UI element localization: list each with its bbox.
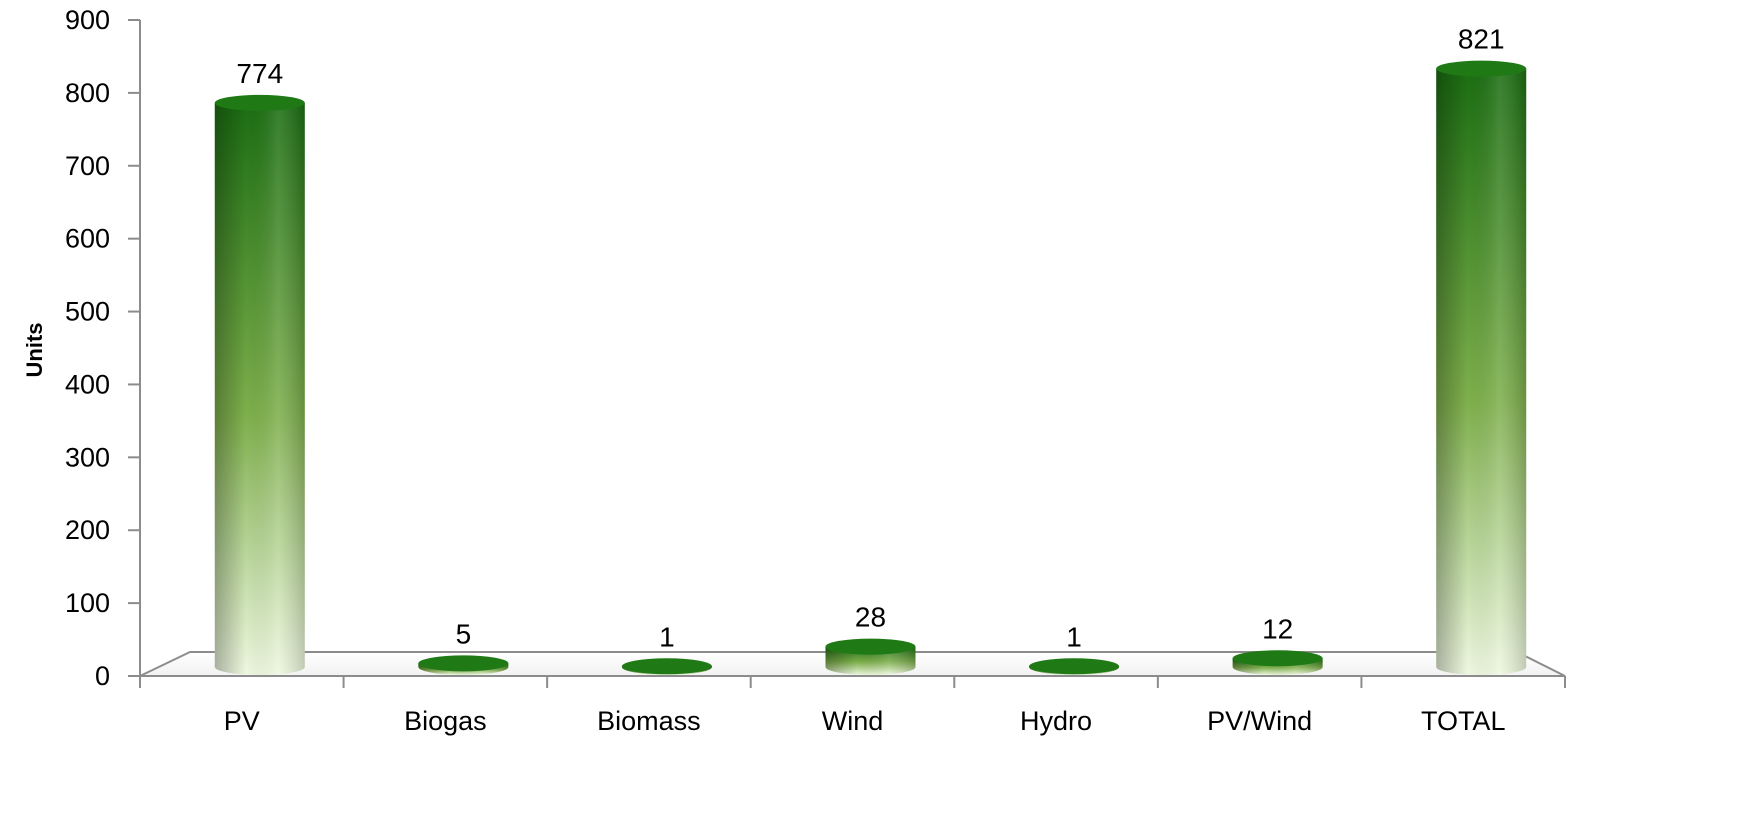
data-label: 5 [456, 618, 472, 649]
bar-shading [1436, 68, 1527, 676]
y-axis-title: Units [22, 323, 47, 378]
x-tick-label: PV [224, 706, 260, 736]
y-tick-label: 600 [65, 224, 110, 254]
x-tick-label: TOTAL [1421, 706, 1506, 736]
bar-biogas [418, 655, 509, 675]
bar-top [1232, 650, 1323, 667]
y-tick-label: 700 [65, 151, 110, 181]
y-tick-label: 300 [65, 442, 110, 472]
y-tick-label: 800 [65, 78, 110, 108]
data-label: 774 [236, 58, 283, 89]
x-tick-label: Biogas [404, 706, 487, 736]
x-tick-label: Wind [822, 706, 884, 736]
y-tick-label: 200 [65, 515, 110, 545]
bar-shading [214, 102, 305, 676]
labels: 0 100 200 300 400 500 600 700 800 900 Units 774 PV 5 B… [22, 5, 1505, 736]
bar-hydro [1029, 658, 1120, 675]
bar-shading [825, 646, 916, 675]
y-tick-label: 900 [65, 5, 110, 35]
x-tick-label: Hydro [1020, 706, 1092, 736]
bar-top [418, 655, 509, 672]
axes [128, 19, 1566, 688]
bar-pv-wind [1232, 650, 1323, 675]
data-label: 821 [1458, 24, 1505, 55]
bar-biomass [621, 658, 712, 675]
bar-top [214, 94, 305, 111]
bar-total [1436, 60, 1527, 676]
bar-top [1436, 60, 1527, 77]
data-label: 1 [1066, 621, 1082, 652]
data-label: 28 [855, 602, 886, 633]
bar-wind [825, 638, 916, 675]
data-label: 1 [659, 621, 675, 652]
bar-top [825, 638, 916, 655]
bar-top [1029, 658, 1120, 675]
bars [214, 60, 1527, 676]
x-tick-label: PV/Wind [1207, 706, 1312, 736]
data-label: 12 [1262, 613, 1293, 644]
y-tick-label: 500 [65, 297, 110, 327]
bar-top [621, 658, 712, 675]
y-tick-label: 0 [95, 661, 110, 691]
y-tick-label: 100 [65, 588, 110, 618]
y-tick-label: 400 [65, 369, 110, 399]
x-tick-label: Biomass [597, 706, 701, 736]
bar-pv [214, 94, 305, 676]
